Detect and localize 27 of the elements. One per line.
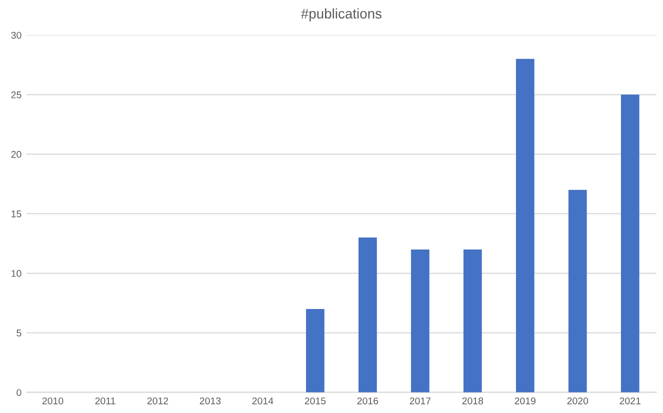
y-tick-label: 5 <box>16 330 22 336</box>
x-tick-label: 2021 <box>620 397 640 404</box>
y-tick-label: 30 <box>11 32 22 39</box>
bar <box>620 94 640 392</box>
x-tick-label: 2012 <box>147 397 168 404</box>
x-tick-label: 2015 <box>304 397 326 404</box>
x-tick-label: 2019 <box>514 397 536 404</box>
x-tick-label: 2020 <box>567 397 588 404</box>
bar <box>568 190 587 392</box>
bar <box>306 308 324 392</box>
y-tick-label: 25 <box>11 91 22 98</box>
x-tick-label: 2011 <box>95 397 116 404</box>
y-tick-label: 0 <box>16 389 22 396</box>
x-tick-label: 2014 <box>252 397 274 404</box>
bar <box>358 238 377 392</box>
y-tick-label: 15 <box>12 210 22 218</box>
bar <box>410 249 430 392</box>
y-tick-label: 10 <box>12 270 22 277</box>
bar <box>516 58 534 392</box>
x-tick-label: 2010 <box>42 397 64 404</box>
x-tick-label: 2013 <box>200 397 221 404</box>
x-tick-label: 2018 <box>462 397 484 404</box>
bar <box>463 249 482 392</box>
x-tick-label: 2017 <box>410 397 431 404</box>
x-tick-label: 2016 <box>357 397 378 404</box>
chart-title: #publications <box>300 8 382 22</box>
y-tick-label: 20 <box>11 150 22 158</box>
